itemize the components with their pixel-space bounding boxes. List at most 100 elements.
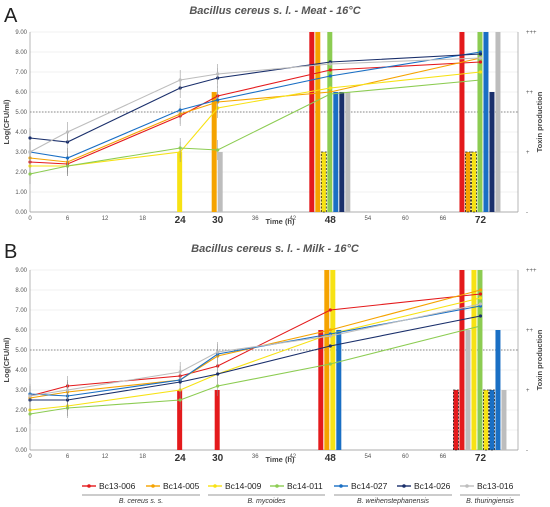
toxin-bar xyxy=(336,330,342,450)
data-point xyxy=(478,78,483,82)
y2-axis-label: Toxin production xyxy=(535,329,544,390)
data-point xyxy=(178,108,182,112)
data-point xyxy=(478,314,483,318)
toxin-bar xyxy=(483,32,489,212)
data-point xyxy=(328,308,332,312)
data-point xyxy=(65,130,70,134)
series-line xyxy=(30,315,481,401)
data-point xyxy=(216,372,220,376)
y-tick-label: 7.00 xyxy=(15,308,27,314)
data-point xyxy=(216,98,220,102)
data-point xyxy=(216,148,220,152)
data-point xyxy=(216,384,220,388)
y-tick-label: 1.00 xyxy=(15,428,27,434)
data-point xyxy=(478,292,483,296)
y-tick-label: 6.00 xyxy=(15,90,27,96)
toxin-bar xyxy=(330,270,336,450)
legend-label: Bc13-006 xyxy=(99,481,136,491)
toxin-bar xyxy=(324,270,330,450)
series-line xyxy=(29,57,481,163)
y2-tick-label: + xyxy=(526,150,530,156)
toxin-bar xyxy=(495,32,501,212)
toxin-bar xyxy=(477,270,483,450)
toxin-bar xyxy=(495,330,501,450)
group-label: B. weihenstephanensis xyxy=(357,498,429,505)
x-tick-label: 42 xyxy=(289,216,296,222)
data-point xyxy=(478,60,483,64)
toxin-bar xyxy=(327,32,333,212)
panel-letter: A xyxy=(4,5,18,27)
series-line xyxy=(29,293,481,397)
data-point xyxy=(328,362,332,366)
toxin-bar xyxy=(453,389,459,451)
toxin-bar xyxy=(489,92,495,212)
data-point xyxy=(328,328,332,332)
y-tick-label: 7.00 xyxy=(15,70,27,76)
legend-label: Bc14-027 xyxy=(351,481,388,491)
legend-marker xyxy=(213,484,217,488)
data-point xyxy=(478,324,483,328)
y2-axis-label: Toxin production xyxy=(535,91,544,152)
data-point xyxy=(65,388,70,392)
series-line xyxy=(29,325,481,415)
y-axis-label: Log(CFU/ml) xyxy=(2,337,11,382)
x-tick-label: 6 xyxy=(66,454,70,460)
data-point xyxy=(328,86,332,90)
y-tick-label: 4.00 xyxy=(15,368,27,374)
x-tick-label: 24 xyxy=(175,453,187,464)
y2-tick-label: ++ xyxy=(526,90,534,96)
legend-marker xyxy=(275,484,279,488)
chart-title: Bacillus cereus s. l. - Meat - 16°C xyxy=(189,5,361,17)
series-line xyxy=(29,289,481,399)
data-point xyxy=(328,334,332,338)
legend-marker xyxy=(402,484,406,488)
series-line xyxy=(29,57,481,153)
series-line xyxy=(29,297,481,411)
toxin-bar xyxy=(459,270,465,450)
x-tick-label: 0 xyxy=(28,454,32,460)
data-point xyxy=(478,288,483,292)
toxin-bar xyxy=(501,390,507,450)
y2-tick-label: - xyxy=(526,448,528,454)
x-tick-label: 30 xyxy=(212,215,224,226)
x-tick-label: 36 xyxy=(252,216,259,222)
y-tick-label: 8.00 xyxy=(15,288,27,294)
data-point xyxy=(28,412,32,416)
legend-marker xyxy=(465,484,469,488)
series-line xyxy=(29,303,481,397)
data-point xyxy=(28,172,32,176)
y-tick-label: 4.00 xyxy=(15,130,27,136)
legend-label: Bc14-009 xyxy=(225,481,262,491)
x-tick-label: 54 xyxy=(365,454,372,460)
group-label: B. mycoides xyxy=(247,498,286,505)
toxin-bar xyxy=(320,151,327,213)
legend-label: Bc14-011 xyxy=(287,481,323,491)
x-tick-label: 60 xyxy=(402,454,409,460)
data-point xyxy=(178,398,182,402)
y-tick-label: 5.00 xyxy=(15,348,27,354)
data-point xyxy=(178,78,182,82)
data-point xyxy=(328,344,332,348)
group-label: B. thuringiensis xyxy=(466,498,514,505)
y-tick-label: 8.00 xyxy=(15,50,27,56)
x-tick-label: 42 xyxy=(289,454,296,460)
series-line xyxy=(29,79,481,175)
legend-label: Bc13-016 xyxy=(477,481,514,491)
y-tick-label: 3.00 xyxy=(15,150,27,156)
legend-label: Bc14-005 xyxy=(163,481,200,491)
data-point xyxy=(478,70,483,74)
data-point xyxy=(178,146,182,150)
series-line xyxy=(29,305,481,397)
x-axis-label: Time (h) xyxy=(265,455,295,464)
panel-letter: B xyxy=(4,241,17,263)
x-axis-label: Time (h) xyxy=(265,217,295,226)
toxin-bar xyxy=(489,389,495,451)
y-tick-label: 9.00 xyxy=(15,30,27,36)
y-tick-label: 0.00 xyxy=(15,448,27,454)
x-tick-label: 12 xyxy=(102,216,109,222)
x-tick-label: 72 xyxy=(475,453,487,464)
x-tick-label: 12 xyxy=(102,454,109,460)
y2-tick-label: + xyxy=(526,388,530,394)
x-tick-label: 48 xyxy=(325,453,337,464)
